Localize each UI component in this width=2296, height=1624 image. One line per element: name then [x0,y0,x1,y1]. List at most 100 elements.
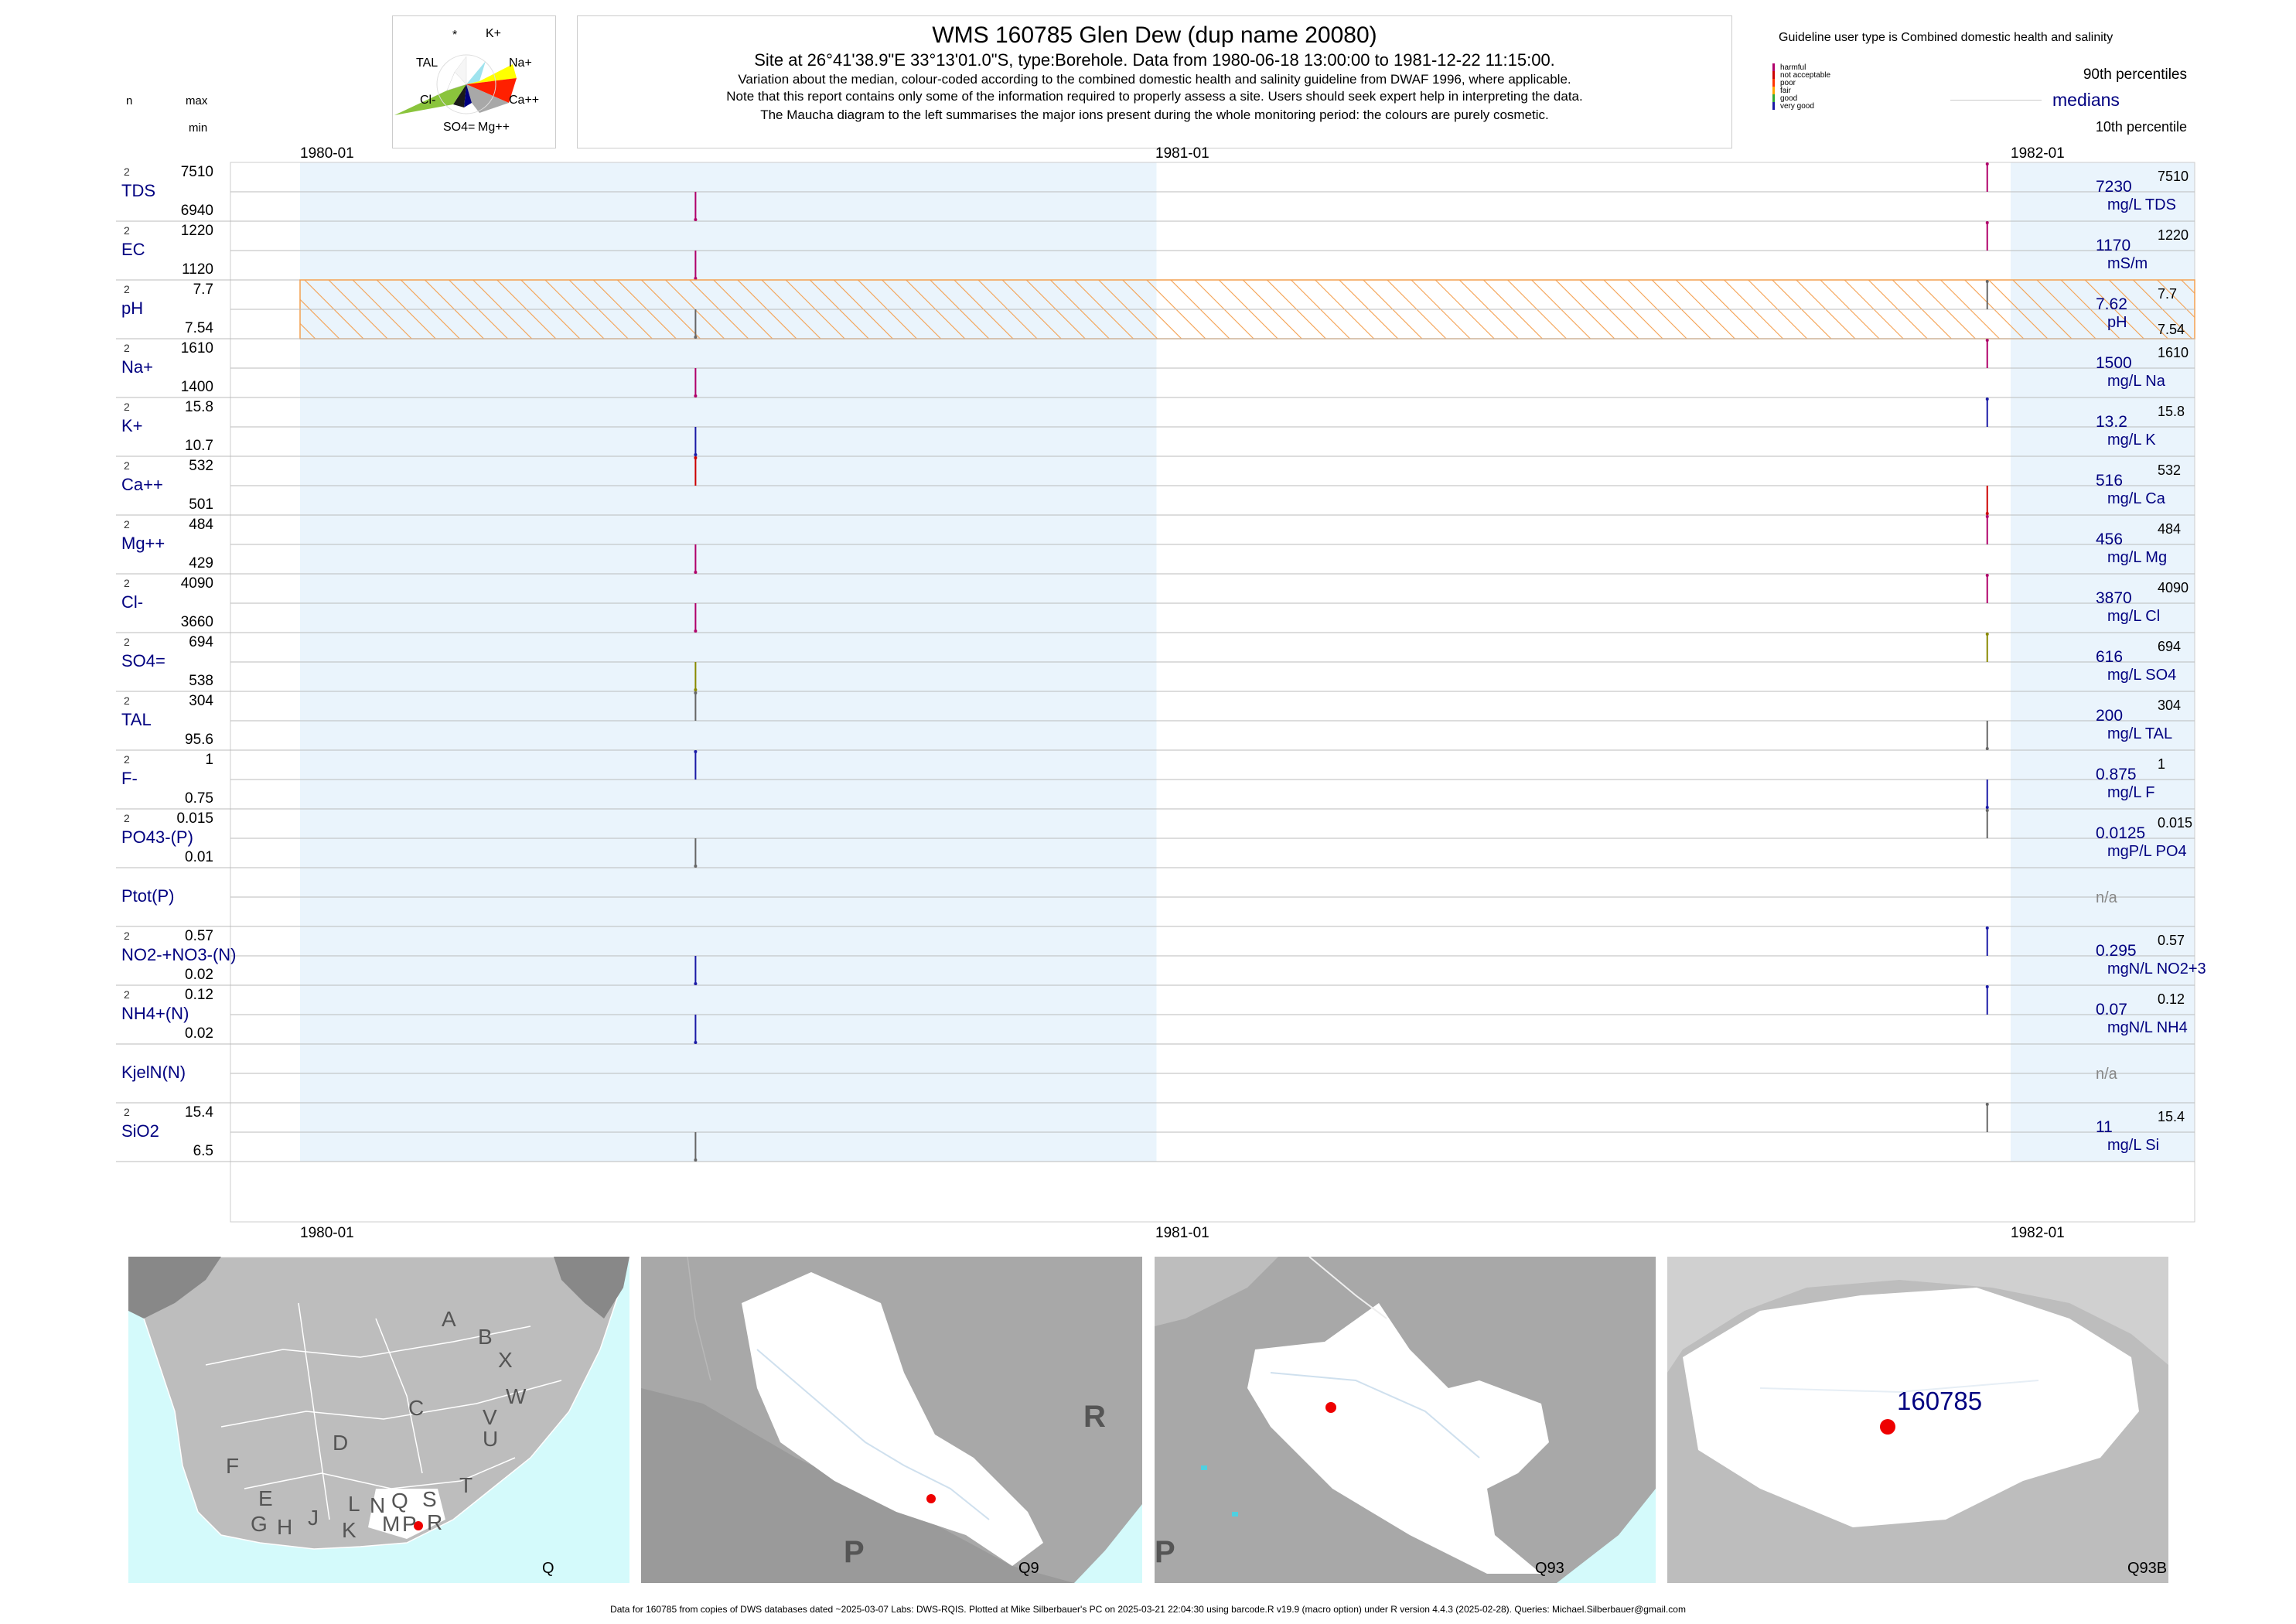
panel-max: 0.12 [185,987,213,1003]
q93-region-p: P [1155,1535,1175,1569]
footer-credits: Data for 160785 from copies of DWS datab… [610,1604,1686,1615]
panel-max: 1610 [180,340,213,357]
legend-color-bar [1772,71,1775,79]
date-tick-top-1982: 1982-01 [2011,145,2065,162]
region-label: V [483,1405,497,1429]
legend-color-bar [1772,87,1775,94]
sample-point-sio2 [1985,1103,1989,1106]
param-label-k: K+ [121,416,143,435]
panel-max: 0.57 [185,928,213,944]
maucha-tal-label: TAL [416,56,438,70]
panel-max: 0.015 [176,810,213,827]
guideline-label: Guideline user type is Combined domestic… [1779,31,2113,44]
region-label: D [333,1431,349,1455]
maucha-mg-label: Mg++ [478,121,510,134]
sample-count: 2 [124,753,130,766]
legend-color-bar [1772,94,1775,102]
sample-point-f [694,750,698,753]
panel-median: 13.2 [2096,413,2127,431]
panel-p90: 0.57 [2158,933,2185,948]
sample-point-ec [694,277,698,280]
legend-color-bar [1772,102,1775,110]
panel-unit: mg/L F [2107,784,2155,801]
panel-min: 538 [189,673,213,689]
panel-max: 7510 [180,164,213,180]
panel-max: 484 [189,517,213,533]
panel-unit: mg/L TDS [2107,196,2176,213]
maucha-na-label: Na+ [509,56,532,70]
page-title: WMS 160785 Glen Dew (dup name 20080) [932,22,1377,48]
panel-min: 1400 [180,379,213,395]
panel-p90: 1 [2158,756,2166,772]
panel-p90: 4090 [2158,580,2189,595]
sample-point-cl [694,629,698,633]
date-tick-bottom-1982: 1982-01 [2011,1225,2065,1241]
legend-level-label: poor [1780,79,1796,87]
legend-level-label: harmful [1780,63,1806,72]
maucha-ca-label: Ca++ [509,94,540,107]
title-box: WMS 160785 Glen Dew (dup name 20080) Sit… [577,15,1732,148]
panel-p90: 304 [2158,698,2182,713]
panel-max: 304 [189,693,213,709]
min-header: min [189,121,208,135]
region-label: T [459,1473,473,1497]
sample-count: 2 [124,930,130,942]
date-tick-bottom-1980: 1980-01 [300,1225,354,1241]
date-tick-top-1980: 1980-01 [300,145,354,162]
region-label: M [382,1512,401,1536]
panel-max: 7.7 [193,281,213,298]
sample-point-tds [694,218,698,221]
sample-count: 2 [124,283,130,295]
plot-frame [230,162,2195,1223]
maucha-star-icon [394,54,517,115]
panel-unit: mg/L Mg [2107,549,2168,566]
panel-unit: mg/L Na [2107,373,2165,390]
n-header: n [126,94,133,107]
region-label: J [308,1506,319,1530]
panel-max: 532 [189,458,213,474]
sample-point-ca [694,456,698,459]
panel-p90: 7.7 [2158,286,2178,302]
sample-point-ph [1985,280,1989,283]
sample-point-cl [1985,574,1989,577]
legend-level-label: very good [1780,102,1814,111]
param-label-ptot: Ptot(P) [121,886,175,906]
sample-point-sio2 [694,1158,698,1162]
panel-unit: mgN/L NH4 [2107,1019,2188,1036]
q93b-map-icon [1667,1257,2168,1527]
region-label: U [483,1427,499,1451]
map-code-q9: Q9 [1018,1560,1039,1577]
q93-map-icon [1155,1257,1656,1583]
panel-unit: mS/m [2107,255,2148,272]
sample-count: 2 [124,694,130,707]
sample-point-no23 [1985,926,1989,930]
panel-max: 15.4 [185,1104,213,1121]
region-label: W [506,1384,527,1408]
panel-p90: 484 [2158,521,2182,537]
legend-level-label: not acceptable [1780,71,1831,80]
panel-unit: mg/L K [2107,432,2156,449]
panel-max: 694 [189,634,213,650]
map-q9: R P Q9 [641,1257,1142,1583]
param-label-ph: pH [121,299,144,318]
panel-median: 456 [2096,531,2124,548]
region-label: N [370,1493,386,1517]
legend-p10: 10th percentile [2095,119,2187,135]
panel-unit: pH [2107,314,2127,331]
sample-count: 2 [124,1106,130,1118]
panel-p90: 0.12 [2158,991,2185,1007]
legend-p90: 90th percentiles [2083,67,2187,83]
panel-unit: mg/L Cl [2107,608,2161,625]
panel-max: 1 [205,752,213,768]
region-label: G [251,1512,268,1536]
panel-p90: 1220 [2158,227,2189,243]
panel-na: n/a [2096,889,2117,906]
region-label: E [258,1486,273,1510]
panel-p90: 7510 [2158,169,2189,184]
region-label: R [427,1510,443,1534]
sample-count: 2 [124,401,130,413]
panel-median: 11 [2096,1118,2113,1136]
sample-point-f [1985,806,1989,809]
legend-level-label: fair [1780,87,1791,95]
